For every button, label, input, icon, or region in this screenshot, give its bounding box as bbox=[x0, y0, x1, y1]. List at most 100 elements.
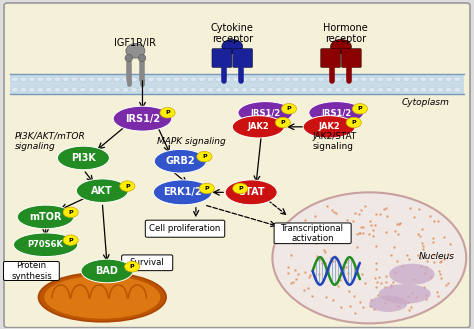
Circle shape bbox=[190, 88, 197, 92]
Circle shape bbox=[420, 77, 427, 82]
Circle shape bbox=[386, 77, 392, 82]
Ellipse shape bbox=[76, 179, 128, 203]
Text: Protein
synthesis: Protein synthesis bbox=[11, 261, 52, 281]
Circle shape bbox=[156, 88, 163, 92]
Ellipse shape bbox=[17, 205, 74, 229]
Circle shape bbox=[275, 117, 291, 128]
Circle shape bbox=[282, 104, 297, 114]
Text: Cell proliferation: Cell proliferation bbox=[149, 224, 221, 233]
Circle shape bbox=[301, 77, 308, 82]
Ellipse shape bbox=[81, 259, 133, 283]
Circle shape bbox=[156, 77, 163, 82]
Circle shape bbox=[241, 88, 248, 92]
Circle shape bbox=[258, 88, 265, 92]
Circle shape bbox=[292, 88, 299, 92]
Text: IGF1R/IR: IGF1R/IR bbox=[114, 38, 156, 48]
Circle shape bbox=[369, 88, 375, 92]
Circle shape bbox=[224, 77, 231, 82]
Circle shape bbox=[310, 77, 316, 82]
Circle shape bbox=[54, 77, 61, 82]
Circle shape bbox=[105, 88, 112, 92]
Circle shape bbox=[352, 77, 358, 82]
Text: mTOR: mTOR bbox=[29, 212, 62, 222]
Circle shape bbox=[275, 88, 282, 92]
Circle shape bbox=[326, 88, 333, 92]
Circle shape bbox=[88, 88, 95, 92]
Circle shape bbox=[63, 207, 78, 217]
Circle shape bbox=[301, 88, 308, 92]
Text: P: P bbox=[202, 154, 207, 159]
Ellipse shape bbox=[13, 233, 78, 257]
Circle shape bbox=[411, 88, 418, 92]
Text: Cytokine
receptor: Cytokine receptor bbox=[211, 23, 254, 44]
Circle shape bbox=[164, 88, 171, 92]
Ellipse shape bbox=[126, 44, 145, 58]
Text: P: P bbox=[165, 110, 170, 115]
Circle shape bbox=[224, 88, 231, 92]
Text: JAK2: JAK2 bbox=[247, 122, 269, 131]
Circle shape bbox=[97, 77, 103, 82]
Circle shape bbox=[318, 77, 324, 82]
Circle shape bbox=[250, 88, 256, 92]
Circle shape bbox=[222, 39, 243, 54]
Text: IRS1/2: IRS1/2 bbox=[125, 114, 160, 124]
Circle shape bbox=[122, 77, 129, 82]
Circle shape bbox=[216, 77, 222, 82]
Text: P: P bbox=[204, 186, 209, 191]
Circle shape bbox=[80, 77, 86, 82]
Circle shape bbox=[199, 77, 205, 82]
Circle shape bbox=[310, 88, 316, 92]
Ellipse shape bbox=[44, 276, 160, 319]
Circle shape bbox=[335, 88, 341, 92]
Circle shape bbox=[233, 77, 239, 82]
Circle shape bbox=[411, 77, 418, 82]
Text: Hormone
receptor: Hormone receptor bbox=[323, 23, 368, 44]
Circle shape bbox=[377, 88, 384, 92]
Text: P: P bbox=[125, 184, 130, 189]
FancyBboxPatch shape bbox=[341, 48, 361, 67]
Text: MAPK signaling: MAPK signaling bbox=[156, 137, 226, 146]
Text: P: P bbox=[130, 264, 135, 269]
Ellipse shape bbox=[225, 180, 277, 205]
Text: P: P bbox=[238, 186, 243, 191]
Circle shape bbox=[148, 88, 155, 92]
Text: Cytoplasm: Cytoplasm bbox=[402, 98, 450, 107]
Circle shape bbox=[97, 88, 103, 92]
Text: IRS1/2: IRS1/2 bbox=[321, 108, 351, 117]
Text: P: P bbox=[351, 120, 356, 125]
Circle shape bbox=[335, 77, 341, 82]
Text: Nucleus: Nucleus bbox=[419, 252, 455, 261]
FancyBboxPatch shape bbox=[4, 3, 470, 328]
Ellipse shape bbox=[379, 284, 431, 304]
Circle shape bbox=[139, 88, 146, 92]
Circle shape bbox=[428, 77, 435, 82]
Circle shape bbox=[197, 151, 212, 162]
Circle shape bbox=[258, 77, 265, 82]
Circle shape bbox=[120, 181, 135, 191]
Circle shape bbox=[125, 262, 140, 272]
FancyBboxPatch shape bbox=[320, 48, 340, 67]
Circle shape bbox=[394, 77, 401, 82]
Ellipse shape bbox=[238, 102, 293, 124]
Circle shape bbox=[233, 88, 239, 92]
Circle shape bbox=[437, 88, 444, 92]
Circle shape bbox=[37, 77, 44, 82]
Text: P: P bbox=[68, 238, 73, 243]
Circle shape bbox=[173, 77, 180, 82]
Circle shape bbox=[420, 88, 427, 92]
Circle shape bbox=[20, 77, 27, 82]
Circle shape bbox=[131, 88, 137, 92]
Ellipse shape bbox=[125, 54, 133, 62]
Circle shape bbox=[352, 88, 358, 92]
Circle shape bbox=[190, 77, 197, 82]
Circle shape bbox=[114, 77, 120, 82]
Bar bbox=[10, 74, 464, 94]
Circle shape bbox=[428, 88, 435, 92]
Circle shape bbox=[216, 88, 222, 92]
FancyBboxPatch shape bbox=[146, 220, 225, 237]
Circle shape bbox=[71, 88, 78, 92]
Circle shape bbox=[88, 77, 95, 82]
Ellipse shape bbox=[273, 192, 466, 323]
Circle shape bbox=[105, 77, 112, 82]
Circle shape bbox=[284, 88, 291, 92]
